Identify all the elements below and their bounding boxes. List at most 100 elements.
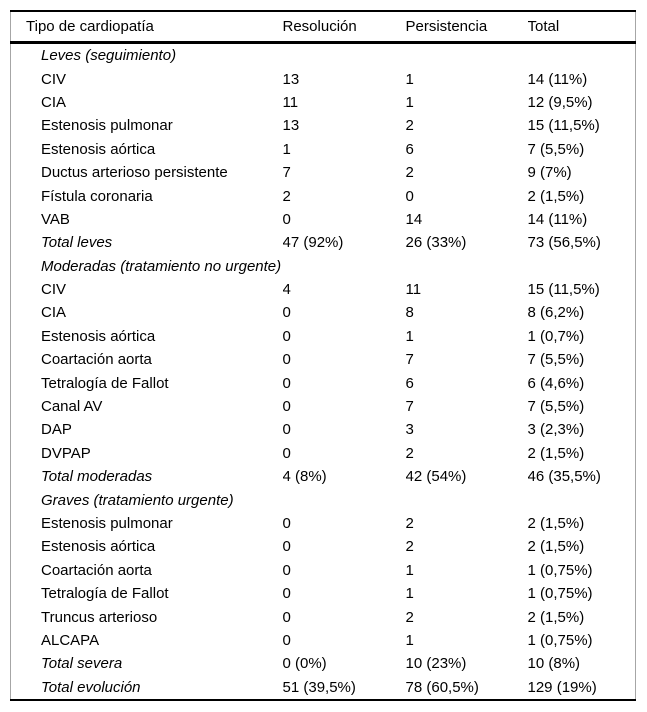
cell-label: Total severa bbox=[41, 655, 123, 673]
cell-resolucion: 7 bbox=[282, 164, 291, 182]
cell-resolucion: 0 bbox=[282, 374, 291, 392]
data-row: Estenosis aórtica 1 6 7 (5,5%) bbox=[11, 138, 636, 161]
data-row: Coartación aorta 0 1 1 (0,75%) bbox=[11, 559, 636, 582]
cardiopathy-outcomes-table-wrap: Tipo de cardiopatía Resolución Persisten… bbox=[10, 10, 636, 701]
cell-persistencia: 78 (60,5%) bbox=[405, 678, 479, 696]
cell-total: 8 (6,2%) bbox=[527, 304, 585, 322]
cell-resolucion: 0 bbox=[282, 585, 291, 603]
cell-resolucion: 4 (8%) bbox=[282, 468, 327, 486]
data-row: Estenosis pulmonar 13 2 15 (11,5%) bbox=[11, 114, 636, 137]
cell-total: 1 (0,75%) bbox=[527, 561, 593, 579]
cell-label: Estenosis pulmonar bbox=[41, 117, 173, 135]
section-row: Graves (tratamiento urgente) bbox=[11, 488, 636, 511]
cell-persistencia: 1 bbox=[405, 631, 414, 649]
table-body: Leves (seguimiento) CIV 13 1 14 (11%) CI… bbox=[11, 43, 636, 700]
data-row: Tetralogía de Fallot 0 1 1 (0,75%) bbox=[11, 582, 636, 605]
cell-persistencia: 11 bbox=[405, 281, 422, 299]
cell-label: DAP bbox=[41, 421, 72, 439]
cell-label: CIV bbox=[41, 70, 67, 88]
data-row: Coartación aorta 0 7 7 (5,5%) bbox=[11, 348, 636, 371]
cell-label: Estenosis aórtica bbox=[41, 538, 156, 556]
cell-total: 2 (1,5%) bbox=[527, 538, 585, 556]
cell-resolucion bbox=[283, 255, 406, 278]
cell-resolucion: 0 bbox=[282, 515, 291, 532]
cell-label: Moderadas (tratamiento no urgente) bbox=[41, 257, 282, 275]
cell-label: Estenosis aórtica bbox=[41, 140, 156, 158]
data-row: CIV 13 1 14 (11%) bbox=[11, 67, 636, 90]
cell-total: 14 (11%) bbox=[527, 70, 588, 88]
cell-total: 7 (5,5%) bbox=[527, 351, 585, 369]
data-row: ALCAPA 0 1 1 (0,75%) bbox=[11, 629, 636, 652]
cell-persistencia: 26 (33%) bbox=[405, 234, 467, 252]
cell-total: 2 (1,5%) bbox=[527, 444, 585, 462]
cell-label: ALCAPA bbox=[41, 631, 100, 649]
cell-label: Truncus arterioso bbox=[41, 608, 158, 626]
column-header-resolucion: Resolución bbox=[282, 11, 406, 44]
cell-resolucion: 0 bbox=[282, 351, 291, 369]
section-row: Leves (seguimiento) bbox=[11, 43, 636, 68]
cell-persistencia bbox=[406, 255, 528, 278]
cell-persistencia: 10 (23%) bbox=[405, 655, 467, 673]
cell-resolucion: 4 bbox=[282, 281, 291, 299]
cell-total: 10 (8%) bbox=[527, 655, 581, 673]
cell-persistencia: 2 bbox=[405, 117, 414, 135]
data-row: VAB 0 14 14 (11%) bbox=[11, 208, 636, 231]
cell-total bbox=[528, 43, 636, 68]
cell-persistencia: 3 bbox=[405, 421, 414, 439]
cell-resolucion: 0 (0%) bbox=[282, 655, 327, 673]
column-header-persistencia: Persistencia bbox=[405, 11, 528, 44]
cell-persistencia: 2 bbox=[405, 164, 414, 182]
cell-label: Fístula coronaria bbox=[41, 187, 153, 205]
cell-resolucion: 13 bbox=[282, 70, 300, 88]
cell-persistencia: 7 bbox=[405, 398, 414, 416]
data-row: CIA 11 1 12 (9,5%) bbox=[11, 91, 636, 114]
cell-total: 2 (1,5%) bbox=[527, 187, 585, 205]
total-row: Total evolución 51 (39,5%) 78 (60,5%) 12… bbox=[11, 676, 636, 700]
data-row: CIV 4 11 15 (11,5%) bbox=[11, 278, 636, 301]
cell-total: 1 (0,75%) bbox=[527, 631, 593, 649]
column-header-total: Total bbox=[527, 11, 636, 44]
cell-persistencia: 1 bbox=[405, 561, 414, 579]
cell-resolucion: 0 bbox=[282, 398, 291, 416]
cell-resolucion bbox=[283, 43, 406, 68]
cell-persistencia: 2 bbox=[405, 444, 414, 462]
cell-label: Graves (tratamiento urgente) bbox=[41, 491, 234, 509]
cell-label: DVPAP bbox=[41, 444, 91, 462]
cell-total: 14 (11%) bbox=[527, 210, 588, 228]
header-row: Tipo de cardiopatía Resolución Persisten… bbox=[10, 11, 636, 44]
data-row: Canal AV 0 7 7 (5,5%) bbox=[11, 395, 636, 418]
total-row: Total severa 0 (0%) 10 (23%) 10 (8%) bbox=[11, 652, 636, 675]
cell-total: 73 (56,5%) bbox=[527, 234, 601, 252]
data-row: DAP 0 3 3 (2,3%) bbox=[11, 418, 636, 441]
cell-resolucion: 0 bbox=[282, 327, 291, 345]
cell-persistencia: 1 bbox=[405, 585, 414, 603]
cell-label: VAB bbox=[41, 210, 70, 228]
cell-resolucion bbox=[283, 488, 406, 511]
cell-resolucion: 51 (39,5%) bbox=[282, 678, 356, 696]
cell-total: 7 (5,5%) bbox=[527, 140, 585, 158]
cell-total: 2 (1,5%) bbox=[527, 515, 585, 532]
cell-resolucion: 2 bbox=[282, 187, 291, 205]
cell-resolucion: 0 bbox=[282, 444, 291, 462]
cell-total: 9 (7%) bbox=[527, 164, 572, 182]
cell-label: Tetralogía de Fallot bbox=[41, 374, 169, 392]
cell-label: Total moderadas bbox=[41, 468, 153, 486]
cell-persistencia: 1 bbox=[405, 93, 414, 111]
data-row: CIA 0 8 8 (6,2%) bbox=[11, 301, 636, 324]
cell-resolucion: 0 bbox=[282, 608, 291, 626]
cell-total: 46 (35,5%) bbox=[527, 468, 601, 486]
cell-label: Estenosis pulmonar bbox=[41, 515, 173, 532]
cell-persistencia: 7 bbox=[405, 351, 414, 369]
cell-persistencia: 6 bbox=[405, 140, 414, 158]
cell-total: 2 (1,5%) bbox=[527, 608, 585, 626]
data-row: Truncus arterioso 0 2 2 (1,5%) bbox=[11, 605, 636, 628]
cell-resolucion: 0 bbox=[282, 561, 291, 579]
cell-total: 1 (0,75%) bbox=[527, 585, 593, 603]
cell-label: Canal AV bbox=[41, 398, 103, 416]
section-row: Moderadas (tratamiento no urgente) bbox=[11, 255, 636, 278]
cell-total: 15 (11,5%) bbox=[527, 117, 600, 135]
cell-label: Leves (seguimiento) bbox=[41, 47, 177, 65]
total-row: Total moderadas 4 (8%) 42 (54%) 46 (35,5… bbox=[11, 465, 636, 488]
cell-persistencia bbox=[406, 488, 528, 511]
cell-total: 15 (11,5%) bbox=[527, 281, 600, 299]
